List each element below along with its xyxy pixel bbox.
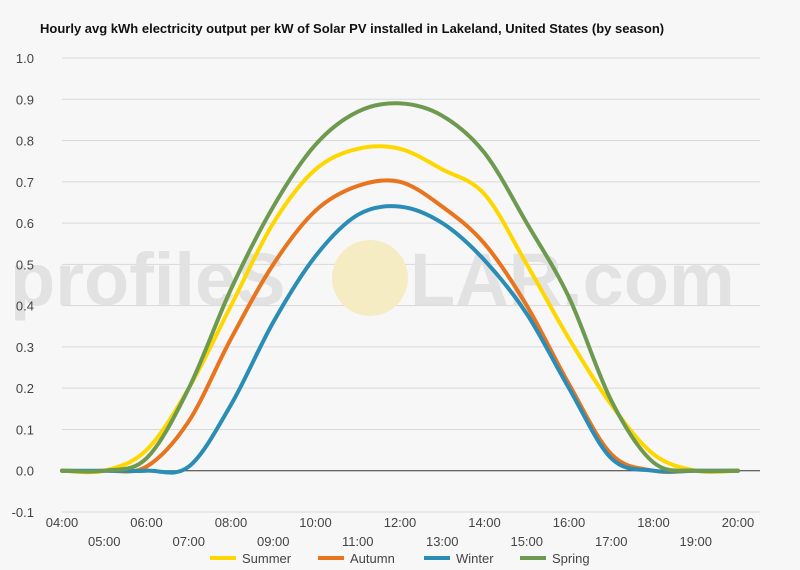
legend: Summer Autumn Winter Spring [210,551,590,566]
x-tick-label: 10:00 [299,515,332,530]
series-line-autumn [60,178,740,474]
x-tick-label: 09:00 [257,534,290,549]
x-tick-label: 12:00 [384,515,417,530]
x-tick-label: 07:00 [172,534,205,549]
x-tick-label: 17:00 [595,534,628,549]
x-tick-label: 05:00 [88,534,121,549]
y-tick-label: 0.7 [16,175,34,190]
y-tick-label: 0.0 [16,464,34,479]
chart-title: Hourly avg kWh electricity output per kW… [40,21,664,36]
series-line-winter [60,204,740,475]
series-lines [60,101,740,475]
x-tick-label: 15:00 [510,534,543,549]
x-tick-label: 06:00 [130,515,163,530]
x-axis-ticks: 04:00 05:00 06:00 07:00 08:00 09:00 10:00 11:00… [46,515,755,549]
watermark: profileS LAR.com [10,238,735,321]
x-tick-label: 11:00 [342,534,374,549]
legend-label-autumn: Autumn [350,551,395,566]
y-tick-label: 0.9 [16,92,34,107]
x-tick-label: 20:00 [722,515,755,530]
y-tick-label: 0.2 [16,381,34,396]
series-line-spring [60,101,740,474]
watermark-text-left: profileS [10,238,285,321]
y-tick-label: 0.1 [16,422,34,437]
legend-label-summer: Summer [242,551,292,566]
y-tick-label: 0.5 [16,257,34,272]
y-tick-label: 0.4 [16,299,34,314]
x-tick-label: 16:00 [553,515,586,530]
y-tick-label: -0.1 [12,505,34,520]
x-tick-label: 14:00 [468,515,501,530]
x-tick-label: 04:00 [46,515,79,530]
legend-label-winter: Winter [456,551,494,566]
y-tick-label: 0.6 [16,216,34,231]
x-tick-label: 13:00 [426,534,459,549]
y-axis-ticks: -0.1 0.0 0.1 0.2 0.3 0.4 0.5 0.6 0.7 0.8 0.9 1.0 [12,51,34,520]
watermark-sun-icon [332,240,408,316]
y-tick-label: 0.3 [16,340,34,355]
x-tick-label: 08:00 [215,515,248,530]
x-tick-label: 19:00 [679,534,712,549]
y-tick-label: 0.8 [16,134,34,149]
legend-label-spring: Spring [552,551,590,566]
y-tick-label: 1.0 [16,51,34,66]
x-tick-label: 18:00 [637,515,670,530]
